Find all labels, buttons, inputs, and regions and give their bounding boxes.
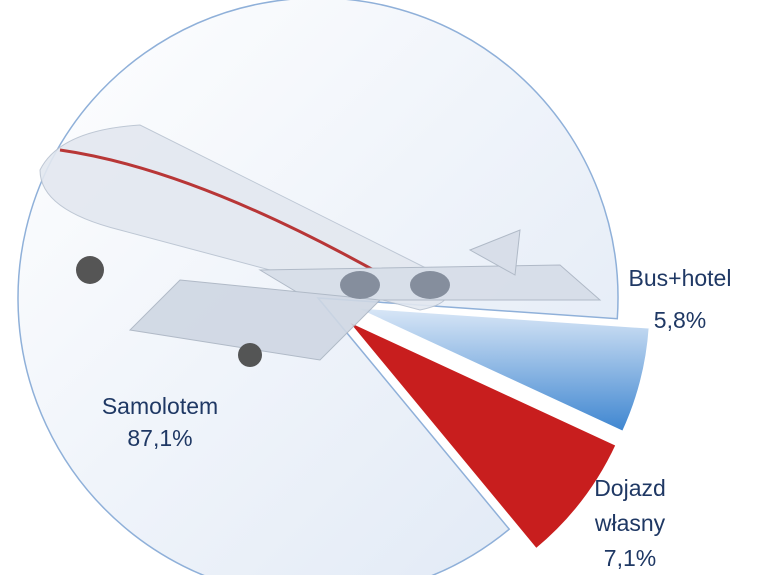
pie-slice — [343, 317, 620, 553]
value-label: 87,1% — [127, 425, 192, 451]
slice-label: Samolotem — [102, 393, 218, 419]
airplane-illustration — [39, 124, 602, 367]
value-label: 5,8% — [654, 307, 706, 333]
pie-slice — [350, 304, 652, 435]
slice-label: Bus+hotel — [629, 265, 732, 291]
value-label: 7,1% — [604, 545, 656, 571]
slice-label: Dojazd — [594, 475, 666, 501]
slice-label-cont: własny — [594, 510, 666, 536]
